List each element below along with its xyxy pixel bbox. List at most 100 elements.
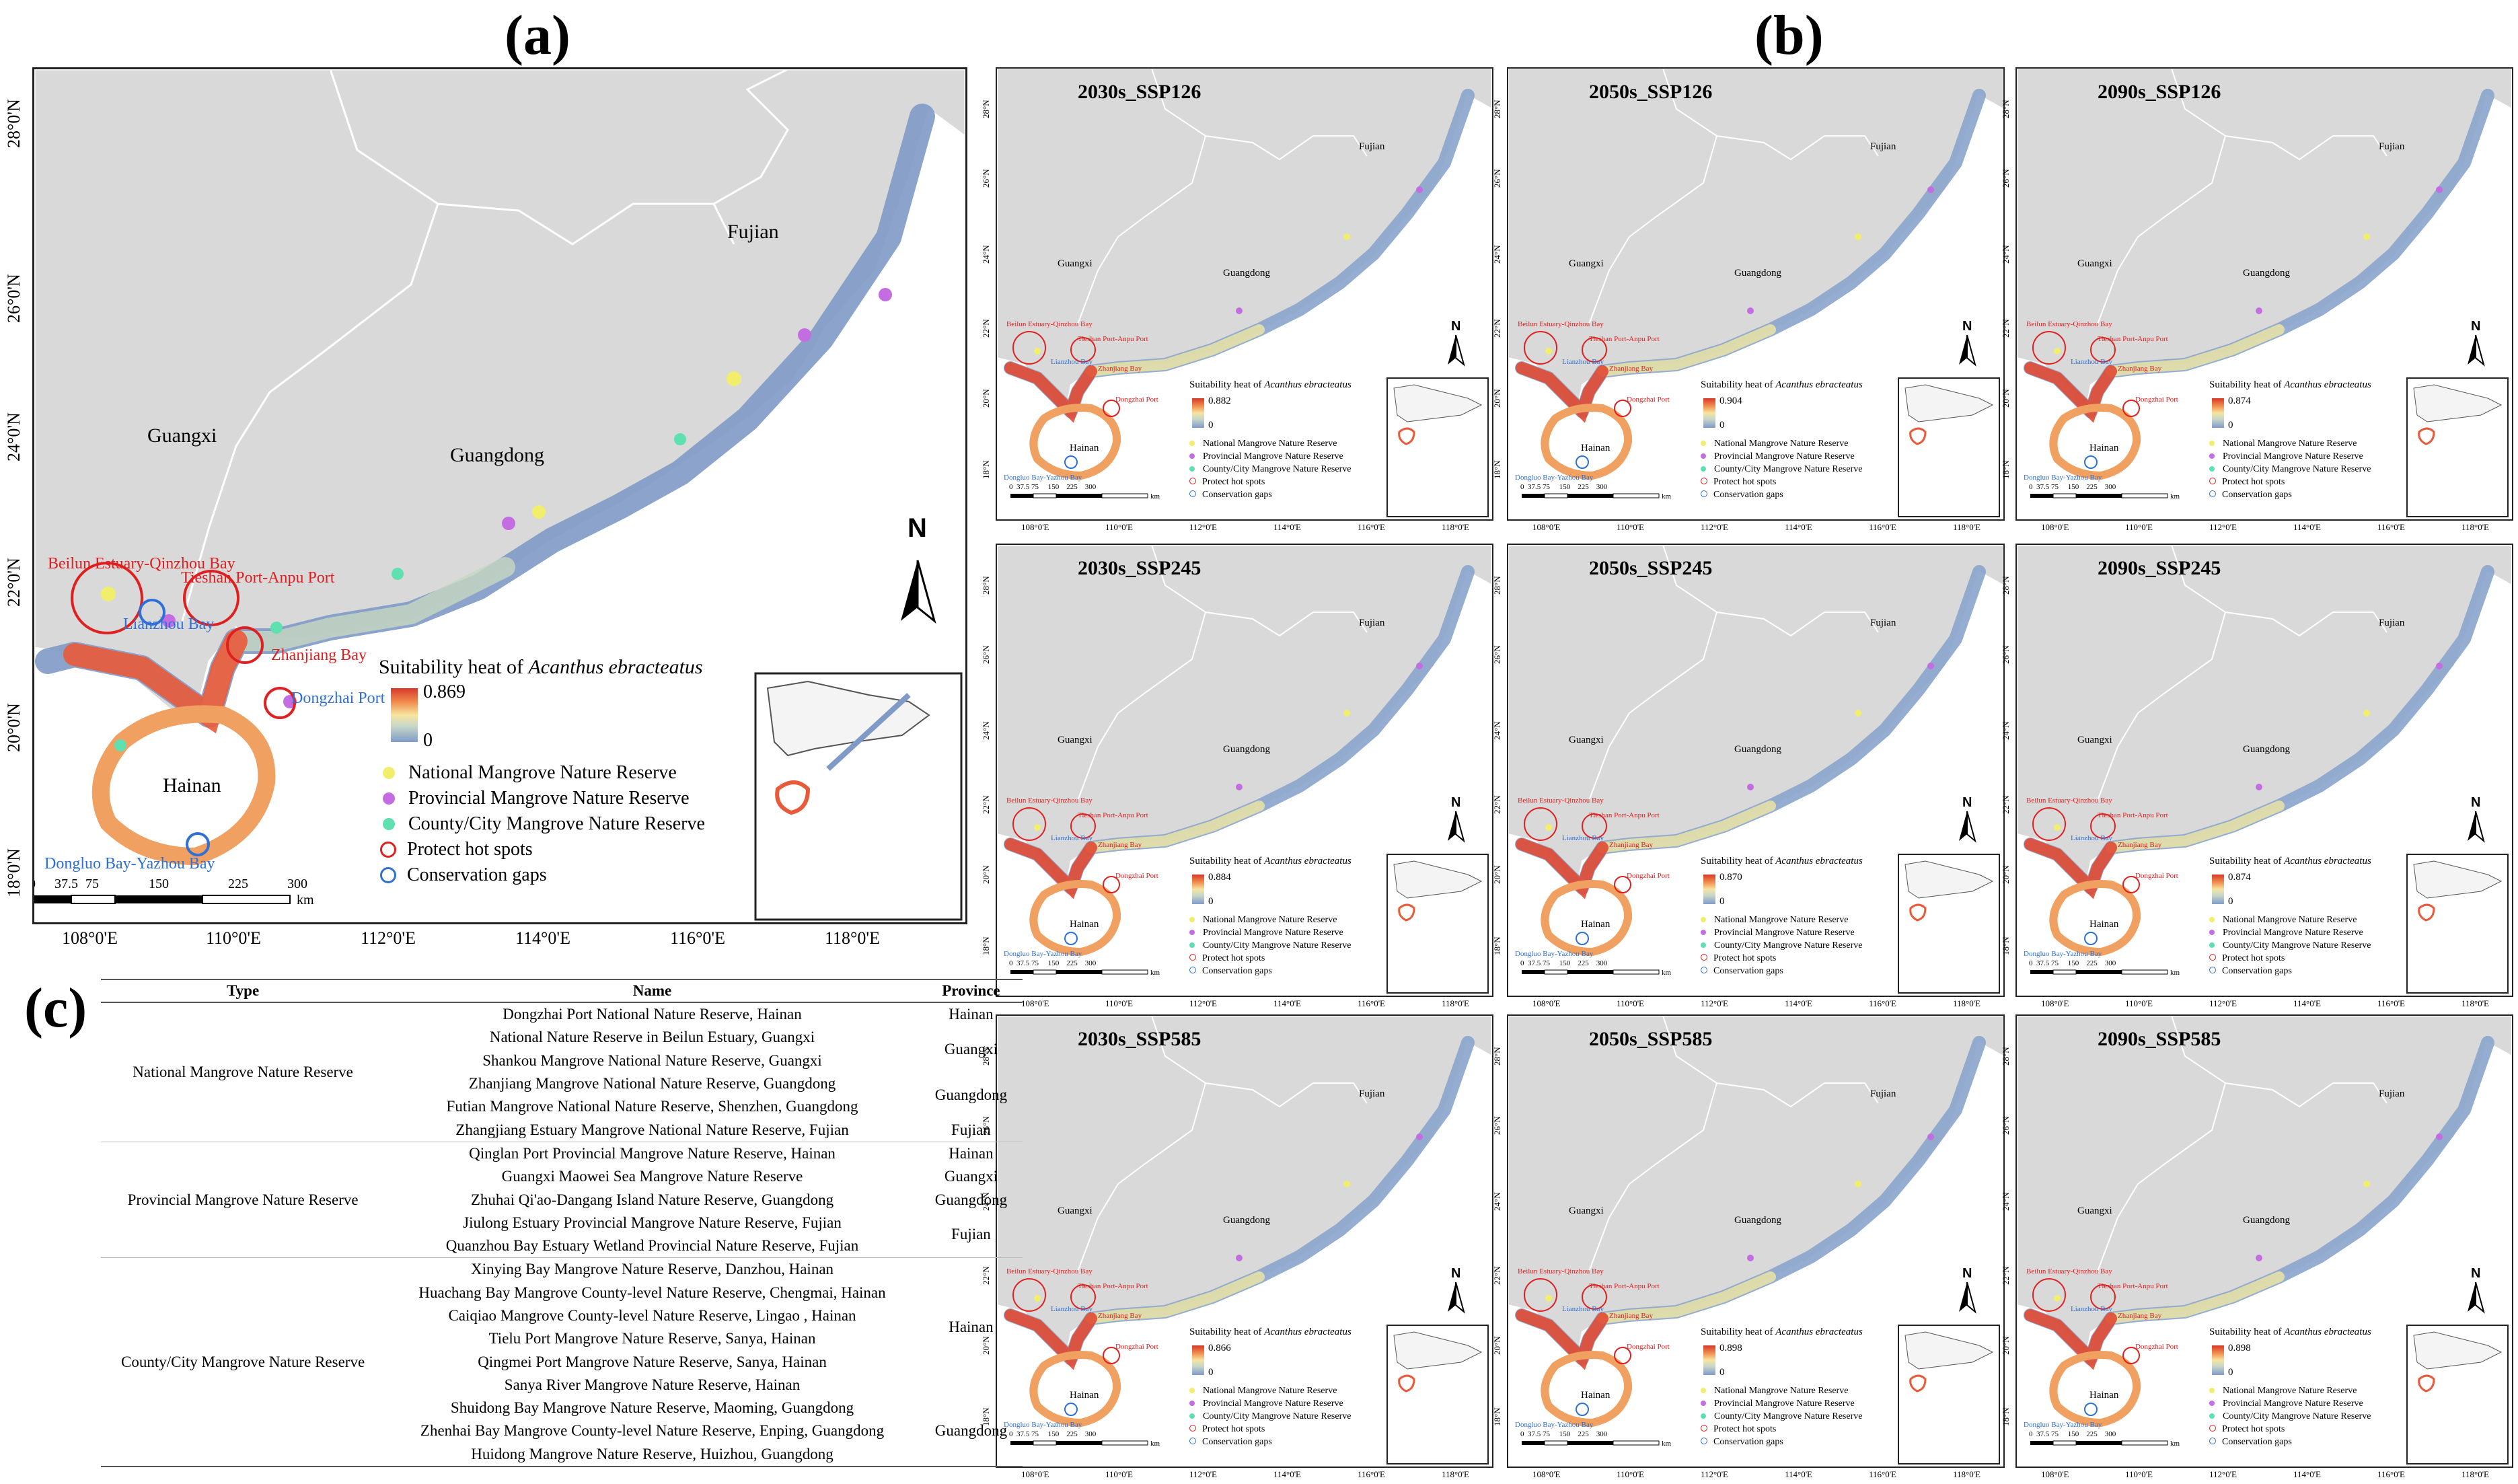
province-guangxi: Guangxi	[1569, 258, 1604, 269]
gap-label-dongluo: Dongluo Bay-Yazhou Bay	[44, 855, 215, 873]
legend-item: Protect hot spots	[2209, 952, 2371, 965]
county-dot-icon	[1701, 1413, 1706, 1419]
legend-label: Protect hot spots	[1202, 1424, 1265, 1434]
scenario-map-canvas	[2017, 69, 2512, 517]
legend-colorbar	[1192, 398, 1204, 428]
scenario-title: 2050s_SSP126	[1589, 81, 1713, 103]
scenario-map[interactable]: 2090s_SSP585 Fujian Guangxi Guangdong Ha…	[2015, 1014, 2513, 1468]
scenario-map[interactable]: 2090s_SSP245 Fujian Guangxi Guangdong Ha…	[2015, 544, 2513, 997]
legend-label: County/City Mangrove Nature Reserve	[1714, 464, 1863, 474]
legend-species: Acanthus ebracteatus	[2284, 379, 2371, 390]
lat-tick: 20°N	[981, 389, 991, 408]
scenario-map-canvas	[997, 69, 1492, 517]
province-fujian: Fujian	[1870, 618, 1896, 628]
scenario-map[interactable]: 2090s_SSP126 Fujian Guangxi Guangdong Ha…	[2015, 67, 2513, 521]
scenario-map[interactable]: 2030s_SSP585 Fujian Guangxi Guangdong Ha…	[996, 1014, 1493, 1468]
scenario-map[interactable]: 2030s_SSP245 Fujian Guangxi Guangdong Ha…	[996, 544, 1493, 997]
lat-tick: 26°N	[2001, 169, 2011, 188]
legend-label: Conservation gaps	[1202, 490, 1272, 500]
scenario-title: 2030s_SSP585	[1078, 1028, 1201, 1050]
legend-list: National Mangrove Nature Reserve Provinc…	[2209, 1384, 2371, 1448]
scenario-map[interactable]: 2030s_SSP126 Fujian Guangxi Guangdong Ha…	[996, 67, 1493, 521]
legend-label: Provincial Mangrove Nature Reserve	[1203, 451, 1343, 461]
legend-max: 0.898	[1719, 1343, 1742, 1353]
lon-tick: 116°0'E	[2377, 1469, 2405, 1479]
scenario-title: 2050s_SSP585	[1589, 1028, 1713, 1050]
province-cell: Fujian	[919, 1118, 1023, 1142]
lat-tick: 24°N	[1492, 245, 1502, 264]
legend-label: Protect hot spots	[1713, 953, 1777, 963]
legend-label: Provincial Mangrove Nature Reserve	[2223, 451, 2363, 461]
name-cell: Zhuhai Qi'ao-Dangang Island Nature Reser…	[470, 1191, 834, 1208]
national-dot-icon	[1189, 917, 1195, 922]
gap-circle-icon	[1701, 967, 1707, 973]
legend-label: Provincial Mangrove Nature Reserve	[408, 788, 690, 809]
scale-labels: 0 37.5 75 150 225 300	[2029, 1430, 2116, 1438]
lat-tick: 18°N	[2001, 936, 2011, 955]
lon-tick: 110°0'E	[2125, 522, 2153, 532]
scenario-map-canvas	[2017, 1016, 2512, 1464]
legend-item: Provincial Mangrove Nature Reserve	[1701, 1397, 1862, 1410]
legend-species: Acanthus ebracteatus	[1775, 379, 1863, 390]
legend-label: Provincial Mangrove Nature Reserve	[1203, 1399, 1343, 1409]
legend-species: Acanthus ebracteatus	[1264, 1327, 1351, 1337]
legend-item: National Mangrove Nature Reserve	[1189, 1384, 1351, 1397]
legend-title-prefix: Suitability heat of	[379, 656, 529, 678]
north-label: N	[1451, 1266, 1461, 1281]
hotspot-circle-icon	[1189, 954, 1196, 961]
lon-tick: 116°0'E	[670, 928, 725, 948]
lon-tick: 110°0'E	[1617, 998, 1644, 1008]
scenario-map[interactable]: 2050s_SSP126 Fujian Guangxi Guangdong Ha…	[1507, 67, 2005, 521]
lat-tick: 28°N	[2001, 100, 2011, 118]
province-guangdong: Guangdong	[1223, 268, 1270, 279]
spot-label-beilun: Beilun Estuary-Qinzhou Bay	[1518, 1267, 1604, 1275]
legend-species: Acanthus ebracteatus	[528, 656, 703, 678]
hotspot-label-tieshan: Tieshan Port-Anpu Port	[181, 569, 335, 587]
legend-label: Conservation gaps	[2222, 966, 2292, 976]
type-cell: National Mangrove Nature Reserve	[101, 1002, 385, 1142]
province-cell: Guangdong	[934, 1086, 1008, 1104]
lat-tick: 20°0'N	[4, 703, 24, 752]
legend-colorbar	[2212, 398, 2224, 428]
province-guangxi: Guangxi	[1058, 1205, 1093, 1216]
legend-colorbar	[2212, 1345, 2224, 1375]
lon-tick: 112°0'E	[2209, 998, 2237, 1008]
lon-tick: 110°0'E	[1617, 1469, 1644, 1479]
legend-label: National Mangrove Nature Reserve	[408, 762, 677, 783]
legend-species: Acanthus ebracteatus	[1264, 856, 1351, 866]
name-cell: National Nature Reserve in Beilun Estuar…	[489, 1029, 815, 1046]
table-row: Huidong Mangrove Nature Reserve, Huizhou…	[101, 1442, 1023, 1467]
legend-item-national: National Mangrove Nature Reserve	[383, 762, 677, 784]
gap-circle-icon	[1189, 967, 1196, 973]
lon-tick: 118°0'E	[1442, 522, 1469, 532]
scale-tick: 0	[34, 877, 36, 892]
national-dot-icon	[1701, 917, 1706, 922]
spot-label-tieshan: Tieshan Port-Anpu Port	[1589, 335, 1660, 343]
legend-item: County/City Mangrove Nature Reserve	[1189, 939, 1351, 952]
spot-label-dongzhai: Dongzhai Port	[1627, 872, 1670, 880]
lon-tick: 118°0'E	[2461, 1469, 2489, 1479]
legend-label: National Mangrove Nature Reserve	[1714, 439, 1849, 449]
legend-item: County/City Mangrove Nature Reserve	[1701, 463, 1862, 476]
legend-species: Acanthus ebracteatus	[1264, 379, 1351, 390]
province-guangxi: Guangxi	[147, 424, 217, 447]
lon-tick: 112°0'E	[361, 928, 416, 948]
scenario-map-canvas	[1508, 69, 2003, 517]
spot-label-beilun: Beilun Estuary-Qinzhou Bay	[2026, 1267, 2112, 1275]
north-label: N	[1962, 795, 1972, 810]
provincial-dot-icon	[383, 792, 395, 805]
spot-label-zhanjiang: Zhanjiang Bay	[1609, 1312, 1654, 1320]
map-a[interactable]: Fujian Guangxi Guangdong Hainan Beilun E…	[32, 67, 967, 924]
provincial-dot-icon	[1701, 1401, 1706, 1406]
scenario-map[interactable]: 2050s_SSP245 Fujian Guangxi Guangdong Ha…	[1507, 544, 2005, 997]
lon-tick: 116°0'E	[1869, 522, 1896, 532]
scale-tick: 37.5	[54, 877, 78, 891]
legend-colorbar	[1192, 875, 1204, 904]
lon-tick: 110°0'E	[2125, 998, 2153, 1008]
province-cell: Guangxi	[944, 1040, 998, 1058]
province-guangdong: Guangdong	[2243, 268, 2290, 279]
spot-label-dongluo: Dongluo Bay-Yazhou Bay	[2024, 474, 2102, 482]
spot-label-zhanjiang: Zhanjiang Bay	[2118, 1312, 2162, 1320]
national-dot-icon	[1189, 441, 1195, 446]
scenario-map[interactable]: 2050s_SSP585 Fujian Guangxi Guangdong Ha…	[1507, 1014, 2005, 1468]
